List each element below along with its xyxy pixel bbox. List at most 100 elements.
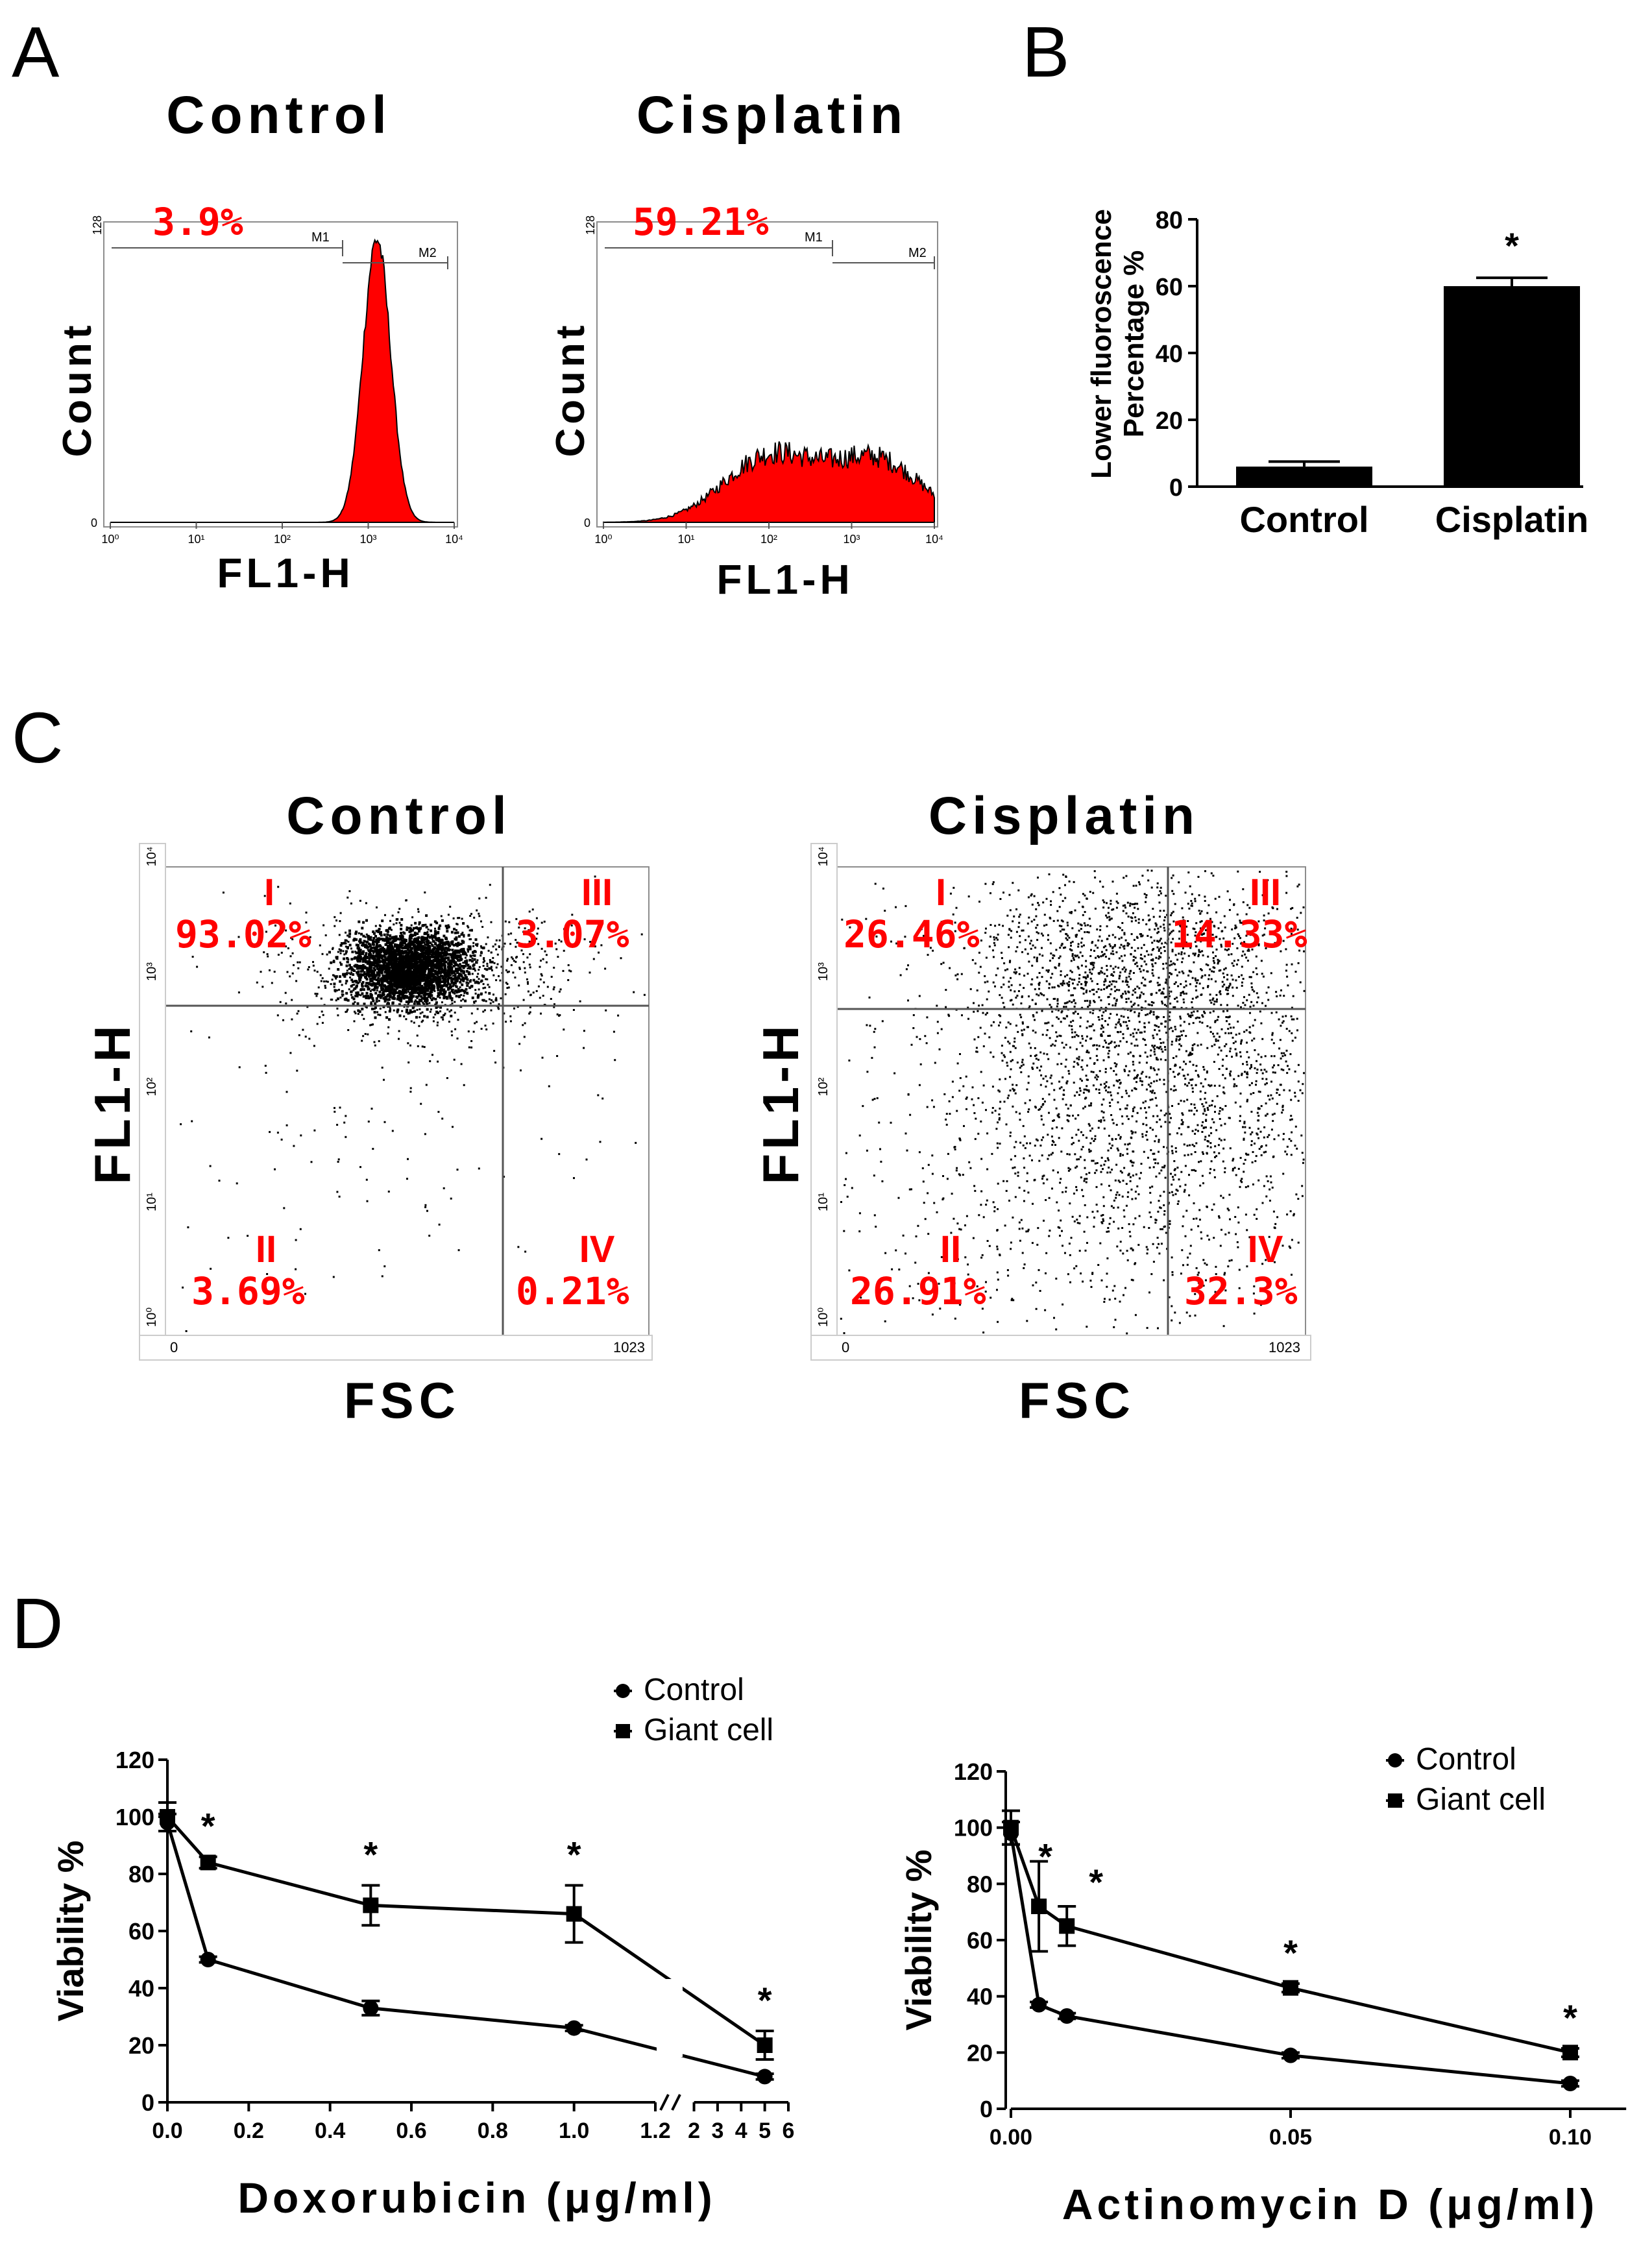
scatter-point (355, 951, 358, 954)
scatter-point (1213, 1003, 1215, 1006)
panel-c-control-ylabel: FL1-H (84, 1022, 141, 1185)
y-tick-max: 128 (91, 215, 104, 235)
scatter-point (435, 950, 438, 953)
scatter-point (450, 982, 453, 984)
scatter-point (545, 954, 548, 956)
scatter-point (331, 978, 334, 981)
scatter-point (1301, 1092, 1304, 1095)
scatter-point (537, 985, 540, 988)
scatter-point (422, 955, 426, 958)
scatter-point (1250, 1063, 1252, 1066)
scatter-point (1100, 1121, 1102, 1123)
scatter-point (1301, 1195, 1304, 1197)
scatter-point (389, 1008, 392, 1011)
scatter-point (539, 978, 542, 980)
scatter-point (409, 1009, 412, 1012)
scatter-point (541, 1137, 543, 1140)
scatter-point (425, 988, 428, 991)
scatter-point (400, 918, 404, 921)
scatter-point (1205, 929, 1207, 932)
scatter-point (635, 1141, 637, 1144)
scatter-point (447, 958, 450, 961)
scatter-point (515, 956, 517, 959)
scatter-point (447, 914, 450, 916)
scatter-point (1100, 1215, 1103, 1217)
scatter-point (352, 989, 355, 991)
scatter-point (492, 945, 494, 948)
scatter-point (1125, 1183, 1128, 1185)
scatter-point (415, 952, 418, 955)
scatter-point (1150, 1273, 1153, 1276)
scatter-point (417, 960, 420, 964)
scatter-point (459, 956, 462, 959)
scatter-point (382, 980, 384, 982)
scatter-point (1062, 920, 1064, 923)
scatter-point (1145, 1062, 1148, 1064)
scatter-point (1170, 960, 1172, 963)
scatter-point (1249, 1012, 1251, 1014)
scatter-point (1189, 1051, 1192, 1054)
scatter-point (374, 960, 378, 964)
scatter-point (426, 947, 428, 949)
scatter-point (1171, 877, 1173, 879)
scatter-point (437, 926, 440, 929)
scatter-point (954, 974, 957, 977)
scatter-point (1040, 1118, 1043, 1121)
scatter-point (336, 1124, 339, 1126)
scatter-point (1244, 1071, 1246, 1073)
scatter-point (1080, 1131, 1082, 1134)
scatter-point (1256, 1132, 1258, 1135)
scatter-point (333, 982, 336, 986)
scatter-point (1160, 1042, 1162, 1044)
scatter-point (1270, 1012, 1273, 1014)
scatter-point (334, 1107, 335, 1110)
scatter-point (346, 999, 350, 1002)
scatter-point (988, 1245, 991, 1247)
scatter-point (436, 986, 439, 989)
scatter-point (389, 946, 393, 949)
scatter-point (1058, 964, 1060, 967)
scatter-point (375, 1000, 378, 1003)
scatter-point (557, 956, 559, 958)
scatter-point (1152, 1166, 1155, 1169)
scatter-point (416, 941, 419, 945)
scatter-point (427, 992, 430, 995)
scatter-point (1028, 1005, 1031, 1008)
scatter-point (1209, 1146, 1212, 1148)
scatter-point (457, 972, 459, 975)
scatter-point (434, 1014, 437, 1015)
scatter-point (345, 1115, 347, 1117)
scatter-point (371, 943, 374, 946)
scatter-point (422, 1002, 426, 1006)
scatter-point (1125, 1204, 1128, 1207)
scatter-point (1111, 1145, 1113, 1147)
scatter-point (361, 1014, 363, 1016)
scatter-point (348, 964, 351, 967)
scatter-point (437, 951, 440, 953)
scatter-point (359, 941, 363, 944)
scatter-point (441, 947, 444, 951)
scatter-point (518, 967, 521, 970)
scatter-point (350, 968, 354, 971)
scatter-point (1260, 1069, 1263, 1071)
scatter-point (419, 988, 422, 991)
scatter-point (1010, 989, 1012, 991)
scatter-point (476, 1008, 479, 1010)
scatter-point (399, 978, 402, 980)
scatter-point (420, 955, 423, 958)
scatter-point (1124, 968, 1127, 971)
scatter-point (397, 962, 400, 966)
scatter-point (385, 998, 388, 1001)
scatter-point (1299, 981, 1302, 984)
scatter-point (457, 951, 460, 954)
scatter-point (356, 981, 359, 984)
scatter-point (388, 998, 391, 1001)
scatter-point (486, 965, 489, 967)
scatter-point (1285, 925, 1287, 927)
scatter-point (1197, 875, 1200, 878)
scatter-point (299, 1228, 302, 1230)
scatter-point (1106, 1157, 1109, 1160)
scatter-point (373, 975, 376, 978)
scatter-point (399, 944, 402, 947)
scatter-point (1004, 1078, 1006, 1080)
